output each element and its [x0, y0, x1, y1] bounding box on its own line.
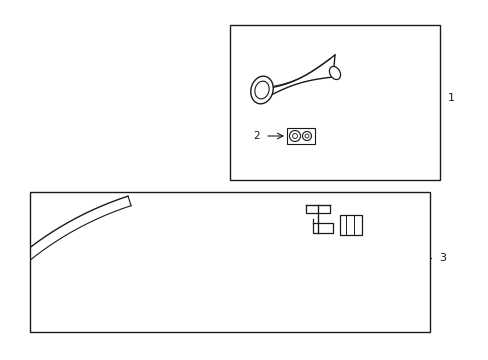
Text: 1: 1 — [447, 93, 454, 103]
Circle shape — [302, 131, 311, 140]
Ellipse shape — [254, 81, 268, 99]
Ellipse shape — [250, 76, 273, 104]
Bar — [30, 192, 429, 332]
Text: 3: 3 — [438, 253, 445, 263]
Circle shape — [305, 134, 308, 138]
Bar — [339, 215, 361, 235]
Bar — [229, 25, 439, 180]
Circle shape — [292, 134, 297, 139]
Bar — [286, 128, 314, 144]
Ellipse shape — [329, 67, 340, 80]
Text: 2: 2 — [253, 131, 260, 141]
Circle shape — [289, 130, 300, 141]
